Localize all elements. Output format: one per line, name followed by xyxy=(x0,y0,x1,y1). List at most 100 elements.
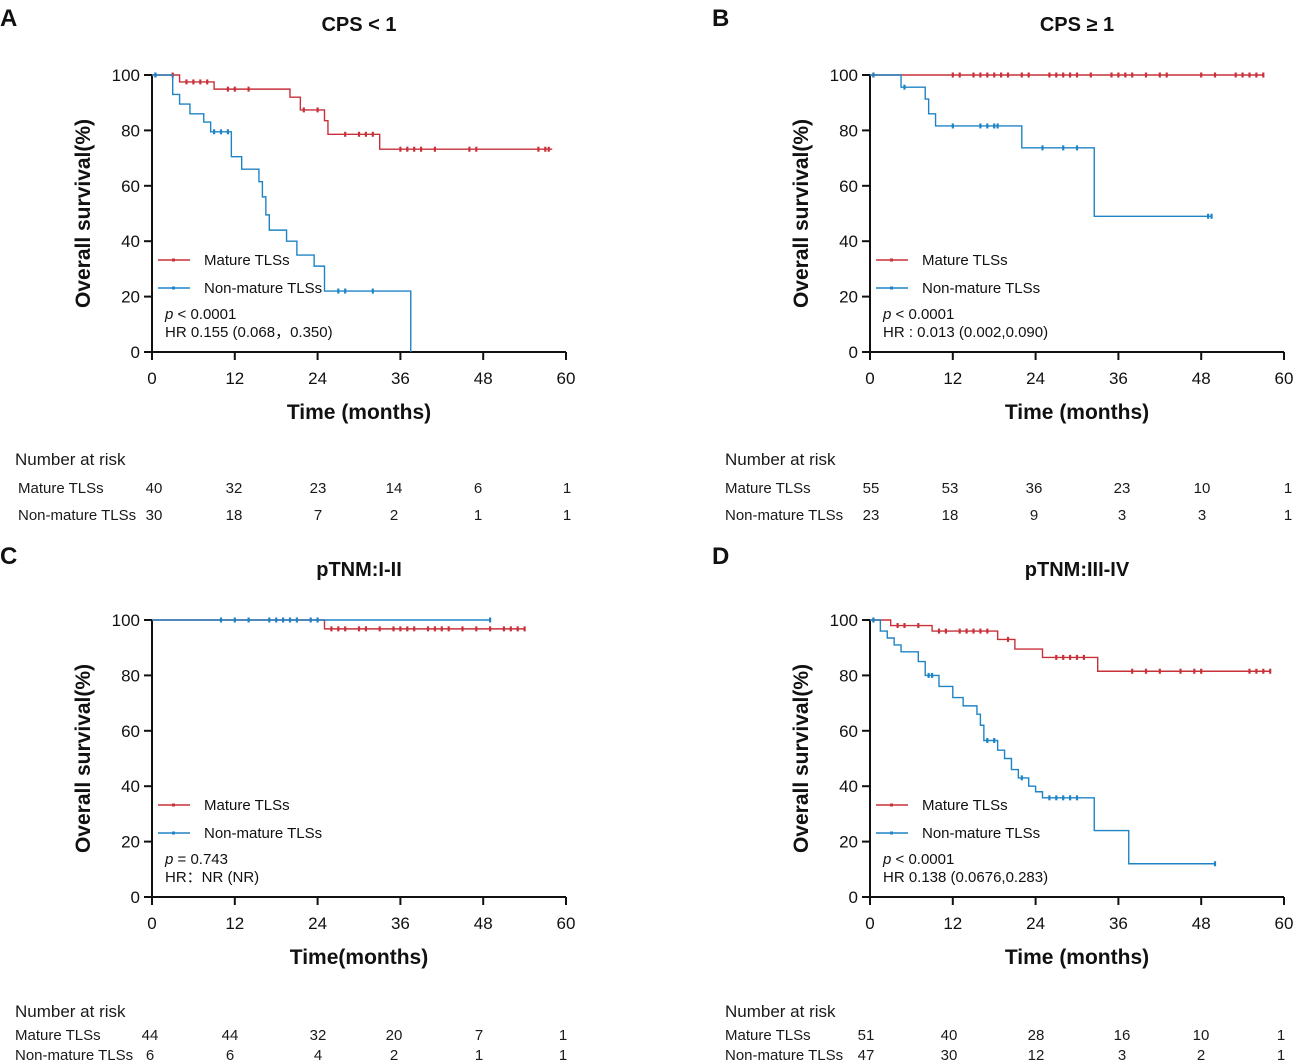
risk-row-label: Non-mature TLSs xyxy=(15,1047,134,1064)
x-tick-label: 36 xyxy=(391,914,410,933)
y-tick-label: 40 xyxy=(839,777,858,796)
risk-count: 53 xyxy=(941,480,959,497)
y-tick-label: 60 xyxy=(121,177,140,196)
x-tick-label: 36 xyxy=(1109,369,1128,388)
x-tick-label: 60 xyxy=(557,369,576,388)
legend-marker xyxy=(890,286,893,290)
risk-table-title: Number at risk xyxy=(725,1002,836,1021)
legend-marker xyxy=(172,831,175,835)
risk-table-title: Number at risk xyxy=(725,450,836,469)
x-axis-title: Time (months) xyxy=(1005,946,1149,969)
p-value: p < 0.0001 xyxy=(882,851,954,868)
p-value: p < 0.0001 xyxy=(164,306,236,323)
x-tick-label: 60 xyxy=(1275,369,1294,388)
hazard-ratio: HR 0.155 (0.068，0.350) xyxy=(165,324,333,341)
x-axis-title: Time (months) xyxy=(1005,401,1149,424)
legend-marker xyxy=(172,258,175,262)
x-tick-label: 12 xyxy=(225,369,244,388)
risk-count: 6 xyxy=(473,480,483,497)
risk-table-title: Number at risk xyxy=(15,1002,126,1021)
series-non-mature xyxy=(870,617,1217,867)
y-tick-label: 100 xyxy=(112,611,140,630)
y-tick-label: 80 xyxy=(121,666,140,685)
risk-count: 23 xyxy=(862,507,880,524)
risk-count: 10 xyxy=(1193,480,1211,497)
risk-count: 12 xyxy=(1027,1047,1045,1064)
y-tick-label: 20 xyxy=(121,288,140,307)
risk-count: 40 xyxy=(940,1027,958,1044)
risk-count: 3 xyxy=(1117,1047,1127,1064)
risk-count: 6 xyxy=(145,1047,155,1064)
y-tick-label: 0 xyxy=(849,343,858,362)
risk-count: 47 xyxy=(857,1047,875,1064)
risk-count: 32 xyxy=(309,1027,327,1044)
x-tick-label: 0 xyxy=(147,914,156,933)
x-tick-label: 0 xyxy=(147,369,156,388)
legend-marker xyxy=(172,286,175,290)
legend-label: Mature TLSs xyxy=(922,252,1008,269)
risk-row-label: Mature TLSs xyxy=(725,480,811,497)
y-tick-label: 100 xyxy=(830,66,858,85)
chart-title: pTNM:III-IV xyxy=(1025,559,1130,581)
risk-count: 2 xyxy=(389,507,399,524)
risk-count: 30 xyxy=(940,1047,958,1064)
risk-row-label: Mature TLSs xyxy=(725,1027,811,1044)
legend-label: Mature TLSs xyxy=(204,797,290,814)
risk-count: 3 xyxy=(1197,507,1207,524)
y-axis-title: Overall survival(%) xyxy=(72,119,95,308)
y-tick-label: 0 xyxy=(849,888,858,907)
p-value: p = 0.743 xyxy=(164,851,228,868)
km-curve xyxy=(152,74,412,352)
km-curve xyxy=(870,74,1212,217)
risk-count: 1 xyxy=(562,507,572,524)
risk-count: 1 xyxy=(558,1027,568,1044)
risk-count: 1 xyxy=(562,480,572,497)
risk-count: 18 xyxy=(225,507,243,524)
y-tick-label: 100 xyxy=(112,66,140,85)
x-axis-title: Time (months) xyxy=(287,401,431,424)
risk-count: 55 xyxy=(862,480,880,497)
x-tick-label: 48 xyxy=(474,369,493,388)
hazard-ratio: HR 0.138 (0.0676,0.283) xyxy=(883,869,1048,886)
risk-count: 18 xyxy=(941,507,959,524)
x-tick-label: 24 xyxy=(308,369,327,388)
risk-count: 4 xyxy=(313,1047,323,1064)
risk-count: 10 xyxy=(1192,1027,1210,1044)
risk-table-title: Number at risk xyxy=(15,450,126,469)
risk-count: 36 xyxy=(1025,480,1043,497)
risk-row-label: Mature TLSs xyxy=(15,1027,101,1044)
y-axis-title: Overall survival(%) xyxy=(72,664,95,853)
y-tick-label: 40 xyxy=(121,777,140,796)
risk-count: 1 xyxy=(1276,1047,1286,1064)
risk-count: 1 xyxy=(474,1047,484,1064)
y-tick-label: 60 xyxy=(121,722,140,741)
y-axis-title: Overall survival(%) xyxy=(790,664,813,853)
panel-letter: C xyxy=(0,543,17,570)
x-tick-label: 0 xyxy=(865,914,874,933)
x-tick-label: 48 xyxy=(1192,914,1211,933)
x-tick-label: 12 xyxy=(225,914,244,933)
risk-count: 44 xyxy=(141,1027,159,1044)
x-tick-label: 60 xyxy=(1275,914,1294,933)
legend-label: Non-mature TLSs xyxy=(204,280,322,297)
series-mature xyxy=(870,72,1265,78)
series-non-mature xyxy=(870,72,1213,219)
risk-count: 20 xyxy=(385,1027,403,1044)
panel-letter: A xyxy=(0,5,17,32)
risk-count: 23 xyxy=(1113,480,1131,497)
x-tick-label: 24 xyxy=(308,914,327,933)
panel-A: A CPS < 1 0 20 40 60 80 100 0 12 24 36 48 60 Time (mon… xyxy=(0,5,575,424)
risk-count: 2 xyxy=(1196,1047,1206,1064)
y-tick-label: 60 xyxy=(839,722,858,741)
risk-count: 3 xyxy=(1117,507,1127,524)
risk-count: 51 xyxy=(857,1027,875,1044)
legend-label: Mature TLSs xyxy=(922,797,1008,814)
chart-title: pTNM:I-II xyxy=(316,559,402,581)
risk-count: 30 xyxy=(145,507,163,524)
chart-title: CPS < 1 xyxy=(321,14,396,36)
risk-count: 7 xyxy=(313,507,323,524)
y-tick-label: 40 xyxy=(839,232,858,251)
chart-title: CPS ≥ 1 xyxy=(1040,14,1114,36)
